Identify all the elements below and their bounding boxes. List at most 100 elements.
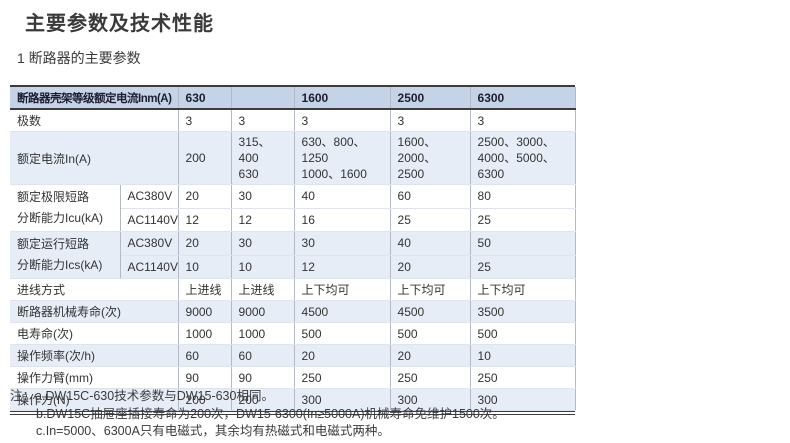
footnote-prefix: 注： [10, 389, 36, 403]
row-rated-current: 额定电流In(A) 200 315、400 630 630、800、1250 1… [10, 131, 576, 185]
row-label: 操作力臂(mm) [10, 366, 179, 389]
cell: 20 [294, 344, 391, 367]
row-mech-life: 断路器机械寿命(次) 9000 9000 4500 4500 3500 [10, 300, 576, 323]
row-ics-ac1140: AC1140V 10 10 12 20 25 [10, 255, 576, 279]
cell: 500 [470, 322, 576, 345]
cell: 4500 [294, 300, 391, 323]
cell: 25 [390, 208, 471, 232]
cell: 90 [231, 366, 295, 389]
cell: 上进线 [178, 278, 232, 301]
parameters-table-wrapper: 断路器壳架等级额定电流Inm(A) 630 1600 2500 6300 极数 … [10, 85, 576, 415]
cell: 40 [390, 231, 471, 256]
footnote-line-a: 注：a.DW15C-630技术参数与DW15-630相同。 [10, 389, 274, 403]
cell: 2500、3000、 4000、5000、6300 [470, 131, 576, 185]
cell: 12 [231, 208, 295, 232]
cell: 90 [178, 366, 232, 389]
cell: 1600、2000、 2500 [390, 131, 471, 185]
cell: 200 [178, 131, 232, 185]
cell: 40 [294, 184, 391, 209]
row-label-icu: 额定极限短路 分断能力Icu(kA) [10, 184, 121, 232]
cell: 250 [390, 366, 471, 389]
cell: 10 [231, 255, 295, 279]
header-cell-frame-2500: 2500 [390, 87, 471, 110]
header-cell-frame-6300: 6300 [470, 87, 576, 110]
row-op-arm: 操作力臂(mm) 90 90 250 250 250 [10, 366, 576, 389]
header-cell-empty [231, 87, 295, 110]
cell: 1000 [178, 322, 232, 345]
row-op-freq: 操作频率(次/h) 60 60 20 20 10 [10, 344, 576, 367]
header-label-cell: 断路器壳架等级额定电流Inm(A) [10, 87, 179, 110]
cell: 12 [294, 255, 391, 279]
cell: 500 [390, 322, 471, 345]
row-label: 进线方式 [10, 278, 179, 301]
cell: 3 [231, 109, 295, 132]
row-label: 操作频率(次/h) [10, 344, 179, 367]
row-elec-life: 电寿命(次) 1000 1000 500 500 500 [10, 322, 576, 345]
cell: 50 [470, 231, 576, 256]
row-op-force: 操作力(N) 200 200 300 300 300 [10, 388, 576, 411]
cell: 20 [178, 231, 232, 256]
cell: 300 [390, 388, 471, 411]
cell: 250 [294, 366, 391, 389]
cell: 500 [294, 322, 391, 345]
cell: 315、400 630 [231, 131, 295, 185]
cell: 20 [390, 255, 471, 279]
table-header-row: 断路器壳架等级额定电流Inm(A) 630 1600 2500 6300 [10, 87, 576, 110]
row-icu-ac380: 额定极限短路 分断能力Icu(kA) AC380V 20 30 40 60 80 [10, 184, 576, 232]
row-label: 断路器机械寿命(次) [10, 300, 179, 323]
header-cell-frame-630: 630 [178, 87, 232, 110]
row-label-ics: 额定运行短路 分断能力Ics(kA) [10, 231, 121, 279]
section-heading: 1 断路器的主要参数 [17, 50, 141, 66]
cell: 3 [390, 109, 471, 132]
cell: 300 [294, 388, 391, 411]
cell: 4500 [390, 300, 471, 323]
row-label: 操作力(N) [10, 388, 179, 411]
cell: 16 [294, 208, 391, 232]
sub-label: AC380V [120, 184, 179, 209]
cell: 20 [390, 344, 471, 367]
row-icu-ac1140: AC1140V 12 12 16 25 25 [10, 208, 576, 232]
cell: 3 [470, 109, 576, 132]
cell: 20 [178, 184, 232, 209]
row-label: 电寿命(次) [10, 322, 179, 345]
cell: 300 [470, 388, 576, 411]
cell: 30 [294, 231, 391, 256]
cell: 30 [231, 184, 295, 209]
cell: 60 [178, 344, 232, 367]
cell: 上进线 [231, 278, 295, 301]
row-incoming: 进线方式 上进线 上进线 上下均可 上下均可 上下均可 [10, 278, 576, 301]
cell: 30 [231, 231, 295, 256]
row-label: 极数 [10, 109, 179, 132]
cell: 10 [470, 344, 576, 367]
sub-label: AC380V [120, 231, 179, 256]
cell: 200 [231, 388, 295, 411]
cell: 12 [178, 208, 232, 232]
cell: 200 [178, 388, 232, 411]
cell: 25 [470, 255, 576, 279]
footnote-line-c: c.In=5000、6300A只有电磁式，其余均有热磁式和电磁式两种。 [36, 424, 390, 438]
cell: 9000 [178, 300, 232, 323]
cell: 80 [470, 184, 576, 209]
cell: 60 [231, 344, 295, 367]
page-title: 主要参数及技术性能 [25, 13, 214, 35]
cell: 630、800、1250 1000、1600 [294, 131, 391, 185]
cell: 250 [470, 366, 576, 389]
cell: 1000 [231, 322, 295, 345]
cell: 9000 [231, 300, 295, 323]
row-ics-ac380: 额定运行短路 分断能力Ics(kA) AC380V 20 30 30 40 50 [10, 231, 576, 279]
cell: 上下均可 [294, 278, 391, 301]
footnotes: 注：a.DW15C-630技术参数与DW15-630相同。 b.DW15C抽屉座… [10, 388, 505, 441]
header-cell-frame-1600: 1600 [294, 87, 391, 110]
row-label: 额定电流In(A) [10, 131, 179, 185]
cell: 10 [178, 255, 232, 279]
cell: 上下均可 [390, 278, 471, 301]
cell: 25 [470, 208, 576, 232]
cell: 3 [178, 109, 232, 132]
parameters-table: 断路器壳架等级额定电流Inm(A) 630 1600 2500 6300 极数 … [10, 87, 576, 411]
cell: 60 [390, 184, 471, 209]
cell: 3500 [470, 300, 576, 323]
cell: 3 [294, 109, 391, 132]
sub-label: AC1140V [120, 255, 179, 279]
row-poles: 极数 3 3 3 3 3 [10, 109, 576, 132]
